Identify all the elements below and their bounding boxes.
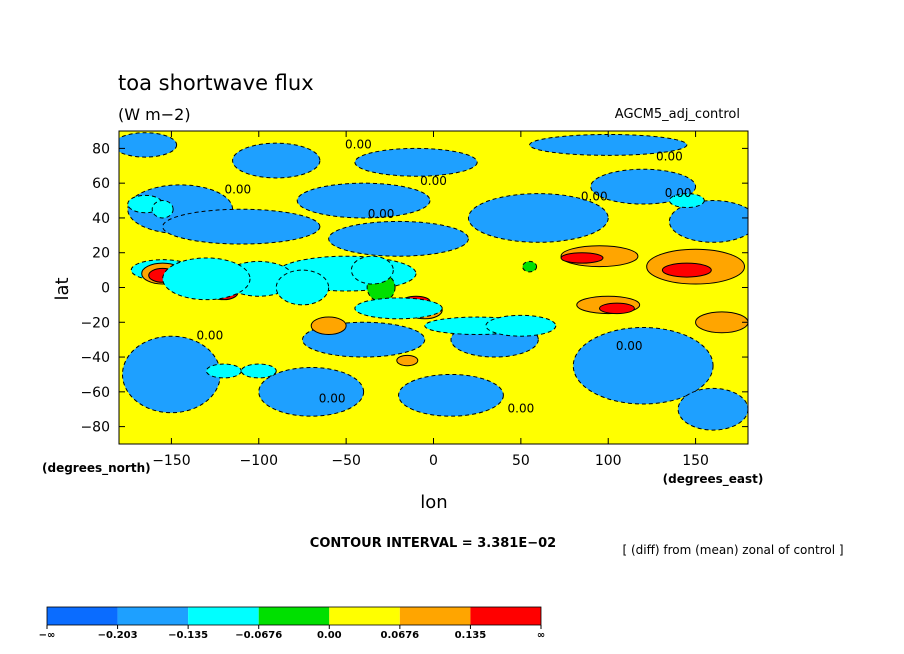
contour-region-9 [668, 200, 748, 243]
contour-label-5: 0.00 [665, 186, 692, 200]
x-unit-label: (degrees_east) [663, 472, 764, 487]
y-tick-label-2: 40 [92, 211, 110, 227]
y-tick-label-8: −80 [80, 420, 110, 436]
x-tick-label-1: −100 [240, 453, 278, 469]
anomaly-region-0 [162, 257, 251, 301]
colorbar-label-2: −0.135 [168, 630, 208, 641]
contour-region-40 [598, 302, 635, 315]
anomaly-region-6 [151, 200, 174, 219]
colorbar-label-7: ∞ [537, 630, 545, 641]
colorbar-label-4: 0.00 [317, 630, 342, 641]
contour-label-4: 0.00 [581, 190, 608, 204]
contour-label-1: 0.00 [656, 150, 683, 164]
contour-region-13 [398, 373, 504, 417]
contour-region-12 [258, 366, 365, 417]
y-axis-label: lat [52, 277, 73, 300]
x-axis-label: lon [420, 492, 447, 513]
y-tick-label-1: 60 [92, 176, 110, 192]
contour-label-2: 0.00 [420, 174, 447, 188]
y-tick-label-0: 80 [92, 141, 110, 157]
x-tick-label-5: 100 [595, 453, 622, 469]
contour-interval: CONTOUR INTERVAL = 3.381E−02 [310, 536, 556, 551]
anomaly-region-1 [275, 269, 330, 306]
x-axis: −150 −100 −50 0 50 100 150 [152, 131, 709, 469]
colorbar-label-6: 0.135 [455, 630, 487, 641]
colorbar-swatch-2 [188, 607, 259, 625]
colorbar-swatch-4 [329, 607, 400, 625]
contour-region-11 [121, 335, 221, 414]
y-axis: 80 60 40 20 0 −20 −40 −60 −80 [80, 141, 748, 436]
contour-region-35 [396, 354, 419, 367]
contour-region-29 [310, 316, 347, 335]
anomaly-region-4 [485, 314, 557, 337]
contour-label-6: 0.00 [368, 207, 395, 221]
contour-region-32 [695, 311, 748, 334]
anomaly-region-2 [350, 255, 394, 285]
contour-label-10: 0.00 [616, 339, 643, 353]
colorbar-label-3: −0.0676 [235, 630, 282, 641]
plot-area: 0.00 0.00 0.00 0.00 0.00 0.00 0.00 0.00 0.00 0.00… [119, 131, 748, 444]
x-tick-label-3: 0 [429, 453, 438, 469]
contour-region-0 [119, 132, 178, 158]
chart-title: toa shortwave flux [118, 71, 314, 95]
contour-region-6 [328, 220, 469, 257]
contour-region-24 [668, 193, 705, 209]
contour-label-9: 0.00 [508, 402, 535, 416]
colorbar-frame [46, 606, 542, 626]
contour-region-39 [661, 262, 712, 278]
colorbar-label-0: −∞ [39, 630, 56, 641]
colorbar-swatch-0 [47, 607, 118, 625]
y-tick-label-7: −60 [80, 385, 110, 401]
contour-region-8 [590, 168, 697, 205]
anomaly-region-5 [240, 363, 277, 379]
colorbar-swatch-3 [258, 607, 330, 625]
contour-region-1 [232, 142, 321, 179]
colorbar-label-1: −0.203 [98, 630, 138, 641]
anomaly-region-3 [354, 297, 443, 320]
y-tick-label-4: 0 [101, 281, 110, 297]
y-unit-label: (degrees_north) [42, 461, 151, 476]
colorbar-swatch-1 [117, 607, 189, 625]
contour-region-14 [572, 326, 714, 405]
contour-label-0: 0.00 [345, 137, 372, 151]
contour-region-3 [296, 182, 431, 219]
contour-region-22 [205, 363, 242, 379]
contour-region-25 [522, 260, 538, 273]
contour-label-3: 0.00 [224, 183, 251, 197]
y-tick-label-3: 20 [92, 246, 110, 262]
y-tick-label-5: −20 [80, 315, 110, 331]
x-tick-label-2: −50 [331, 453, 361, 469]
contour-label-7: 0.00 [196, 329, 223, 343]
contour-region-5 [162, 208, 321, 245]
colorbar: −∞ −0.203 −0.135 −0.0676 0.00 0.0676 0.135 ∞ [39, 606, 545, 641]
contour-region-38 [560, 252, 604, 264]
contour-region-2 [354, 147, 478, 177]
contour-region-7 [467, 193, 609, 243]
x-tick-label-0: −150 [152, 453, 190, 469]
contour-region-17 [677, 387, 748, 431]
chart-units: (W m−2) [118, 105, 191, 124]
colorbar-swatch-5 [399, 607, 471, 625]
colorbar-swatch-6 [470, 607, 541, 625]
x-tick-label-6: 150 [682, 453, 709, 469]
contour-label-8: 0.00 [319, 391, 346, 405]
colorbar-label-5: 0.0676 [381, 630, 420, 641]
x-tick-label-4: 50 [512, 453, 530, 469]
diff-note: [ (diff) from (mean) zonal of control ] [622, 543, 843, 557]
y-tick-label-6: −40 [80, 350, 110, 366]
run-label: AGCM5_adj_control [615, 107, 740, 122]
